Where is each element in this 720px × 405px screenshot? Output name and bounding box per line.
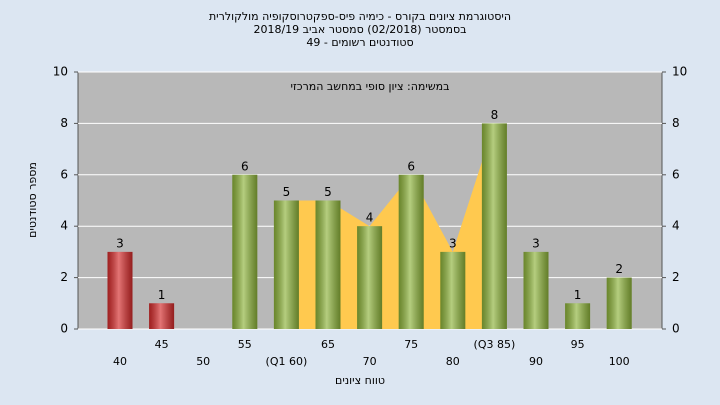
y2-tick-label: 6	[672, 167, 680, 181]
value-label: 6	[241, 159, 249, 173]
x-axis-label: טווח ציונים	[335, 374, 385, 387]
x-tick-label: 90	[529, 355, 543, 368]
x-tick-label: 50	[196, 355, 210, 368]
x-tick-label: 100	[609, 355, 630, 368]
value-label: 3	[532, 236, 540, 250]
y-tick-label: 6	[60, 167, 68, 181]
chart-title: סטודנטים רשומים - 49	[306, 36, 413, 49]
x-tick-label: 65	[321, 338, 335, 351]
y-tick-label: 2	[60, 270, 68, 284]
y-tick-label: 0	[60, 322, 68, 336]
y2-tick-label: 4	[672, 219, 680, 233]
y-axis-label: מספר סטודנטים	[26, 162, 39, 238]
value-label: 3	[116, 236, 124, 250]
bar-shade	[232, 174, 258, 329]
bar-shade	[398, 174, 424, 329]
value-label: 2	[615, 262, 623, 276]
x-tick-label: 75	[404, 338, 418, 351]
value-label: 5	[324, 185, 332, 199]
value-label: 5	[283, 185, 291, 199]
bar-shade	[107, 251, 133, 329]
value-label: 1	[574, 288, 582, 302]
value-label: 1	[158, 288, 166, 302]
chart-title: היסטוגרמת ציונים בקורס - כימיה פיס-ספקטר…	[209, 10, 511, 23]
bar-shade	[606, 277, 632, 329]
bar-shade	[440, 251, 466, 329]
bar-shade	[357, 226, 383, 329]
bar-shade	[565, 303, 591, 329]
value-label: 8	[491, 108, 499, 122]
chart-subtitle: במשימה: ציון סופי במחשב המרכזי	[290, 80, 449, 93]
bar-shade	[481, 123, 507, 330]
y-tick-label: 10	[53, 65, 68, 79]
x-tick-label: 70	[363, 355, 377, 368]
y2-tick-label: 10	[672, 65, 687, 79]
value-label: 4	[366, 211, 374, 225]
x-tick-label: 45	[155, 338, 169, 351]
y2-tick-label: 0	[672, 322, 680, 336]
x-tick-label: 80	[446, 355, 460, 368]
value-label: 6	[407, 159, 415, 173]
bar-shade	[315, 200, 341, 329]
bar-shade	[149, 303, 175, 329]
y-tick-label: 8	[60, 116, 68, 130]
chart-title: בסמסטר (02/2018) סמסטר אביב 2018/19	[253, 23, 466, 36]
y-tick-label: 4	[60, 219, 68, 233]
x-tick-label: 55	[238, 338, 252, 351]
y2-tick-label: 8	[672, 116, 680, 130]
x-tick-label: (Q3 85)	[474, 338, 516, 351]
x-tick-label: 40	[113, 355, 127, 368]
x-tick-label: 95	[571, 338, 585, 351]
y2-tick-label: 2	[672, 270, 680, 284]
value-label: 3	[449, 236, 457, 250]
bar-shade	[523, 251, 549, 329]
bar-shade	[273, 200, 299, 329]
x-tick-label: (Q1 60)	[266, 355, 308, 368]
